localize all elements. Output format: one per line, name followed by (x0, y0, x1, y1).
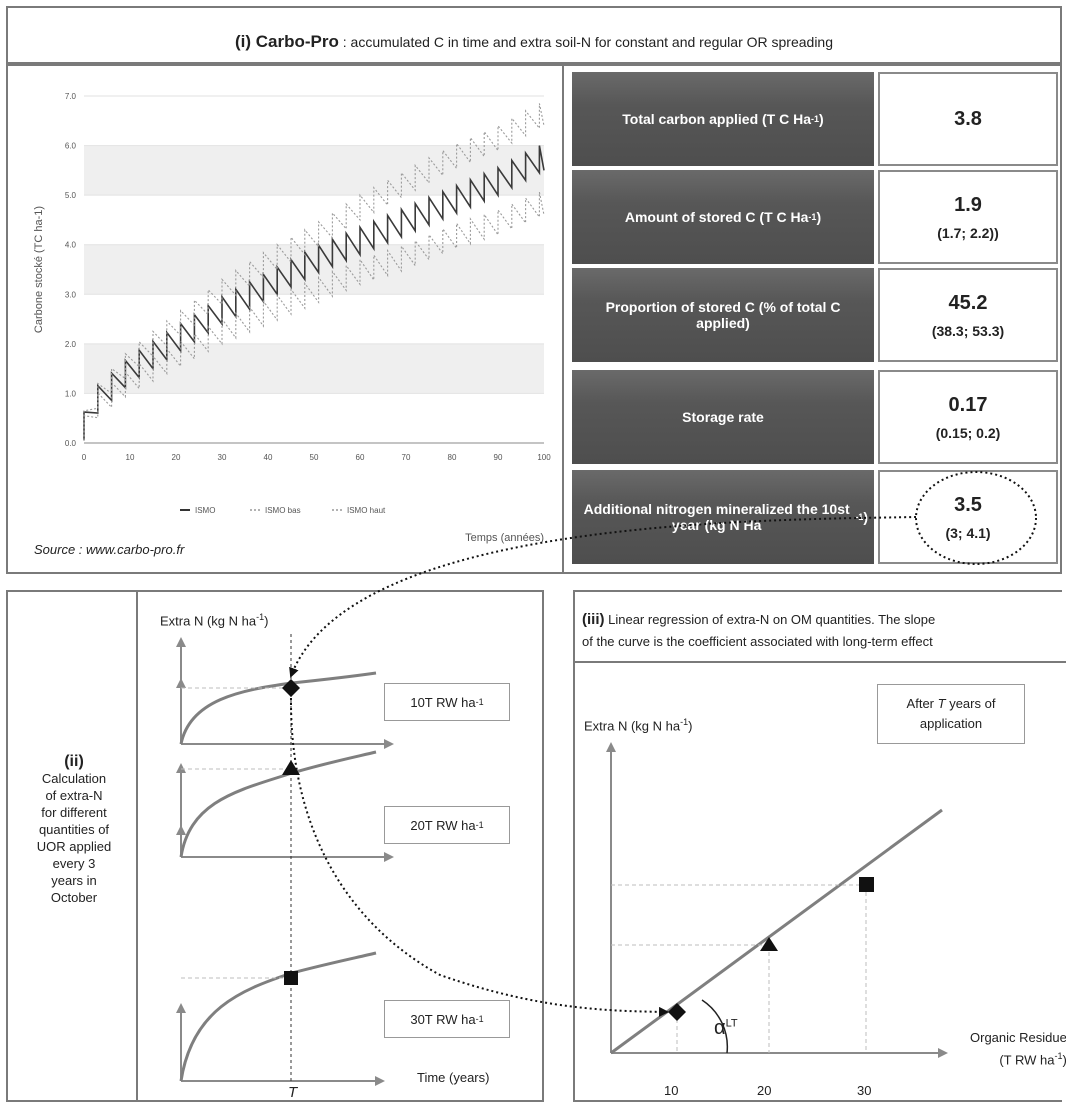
y-axis-label: Carbone stocké (TC ha-1) (33, 206, 45, 333)
y-tick-label: 5.0 (65, 191, 77, 200)
table-row-label: Additional nitrogen mineralized the 10st… (572, 470, 874, 564)
table-row-value: 0.17 (0.15; 0.2) (878, 370, 1058, 464)
panel-ii-description: (ii) Calculation of extra-N for differen… (36, 753, 112, 905)
y-tick-label: 0.0 (65, 439, 77, 448)
table-value-main: 45.2 (948, 291, 988, 314)
panel-iii-box (573, 590, 1062, 1102)
table-value-ci: (38.3; 53.3) (931, 322, 1005, 339)
panel-iii-title-divider (573, 661, 1066, 663)
panel-ii-title: (ii) (64, 753, 84, 770)
panel-ii-xlabel: Time (years) (417, 1070, 490, 1085)
table-value-ci: (3; 4.1) (945, 524, 991, 541)
y-tick-label: 2.0 (65, 340, 77, 349)
table-value-main: 3.5 (954, 493, 982, 516)
level-label-10t: 10T RW ha -1 (384, 683, 510, 721)
x-tick-label: 30 (218, 453, 227, 462)
x-tick-label: 50 (310, 453, 319, 462)
panel-iii-ylabel: Extra N (kg N ha-1) (584, 717, 693, 734)
y-tick-label: 7.0 (65, 92, 77, 101)
x-tick-label: 10 (126, 453, 135, 462)
alpha-lt-label: αLT (714, 1017, 738, 1039)
level-label-20t: 20T RW ha -1 (384, 806, 510, 844)
series-line (83, 192, 545, 441)
table-row-value: 3.5 (3; 4.1) (878, 470, 1058, 564)
table-row-value: 45.2 (38.3; 53.3) (878, 268, 1058, 362)
x-tick-10: 10 (664, 1083, 679, 1098)
y-tick-label: 3.0 (65, 290, 77, 299)
legend-label: ISMO (195, 506, 215, 515)
after-t-years-note: After T years of application (877, 684, 1025, 744)
carbo-pro-line-chart: 0.0 1.0 2.0 3.0 4.0 5.0 6.0 7.0 0 10 20 30 40 50 60 70 8… (33, 92, 551, 544)
x-tick-label: 60 (356, 453, 365, 462)
level-label-30t: 30T RW ha -1 (384, 1000, 510, 1038)
panel-ii-divider (136, 590, 138, 1102)
table-value-ci: (0.15; 0.2) (935, 424, 1001, 441)
panel-i-chart-box: 0.0 1.0 2.0 3.0 4.0 5.0 6.0 7.0 0 10 20 30 40 50 60 70 8… (6, 64, 564, 574)
table-row-label: Amount of stored C (T C Ha -1) (572, 170, 874, 264)
panel-iii-title: (iii) Linear regression of extra-N on OM… (582, 611, 936, 649)
y-tick-label: 4.0 (65, 241, 77, 250)
x-tick-label: 0 (82, 453, 87, 462)
table-row-label: Storage rate (572, 370, 874, 464)
x-tick-label: 90 (494, 453, 503, 462)
table-row-value: 3.8 (878, 72, 1058, 166)
x-tick-20: 20 (757, 1083, 772, 1098)
series-line (83, 145, 545, 441)
legend-label: ISMO haut (347, 506, 386, 515)
table-value-main: 1.9 (954, 193, 982, 216)
panel-ii-ylabel: Extra N (kg N ha-1) (160, 612, 269, 629)
y-tick-label: 6.0 (65, 142, 77, 151)
x-tick-label: 70 (402, 453, 411, 462)
panel-iii-xlabel: Organic Residue (T RW ha-1) (970, 1030, 1066, 1068)
table-value-ci: (1.7; 2.2)) (937, 224, 999, 241)
title-box: (i) Carbo-Pro : accumulated C in time an… (6, 6, 1062, 64)
table-value-main: 0.17 (948, 393, 988, 416)
x-tick-label: 100 (537, 453, 551, 462)
legend-label: ISMO bas (265, 506, 301, 515)
table-row-label: Proportion of stored C (% of total C app… (572, 268, 874, 362)
table-row-value: 1.9 (1.7; 2.2)) (878, 170, 1058, 264)
table-value-main: 3.8 (954, 107, 982, 130)
x-tick-30: 30 (857, 1083, 872, 1098)
x-tick-label: 40 (264, 453, 273, 462)
grid-band (84, 244, 544, 295)
x-tick-label: 20 (172, 453, 181, 462)
x-tick-label: 80 (448, 453, 457, 462)
grid-band (84, 145, 544, 196)
table-row-label: Total carbon applied (T C Ha -1) (572, 72, 874, 166)
panel-ii-t-label: T (288, 1084, 298, 1101)
y-tick-label: 1.0 (65, 389, 77, 398)
figure-title: (i) Carbo-Pro : accumulated C in time an… (234, 32, 834, 51)
chart-source: Source : www.carbo-pro.fr (34, 542, 185, 557)
x-axis-label: Temps (années) (465, 532, 544, 544)
